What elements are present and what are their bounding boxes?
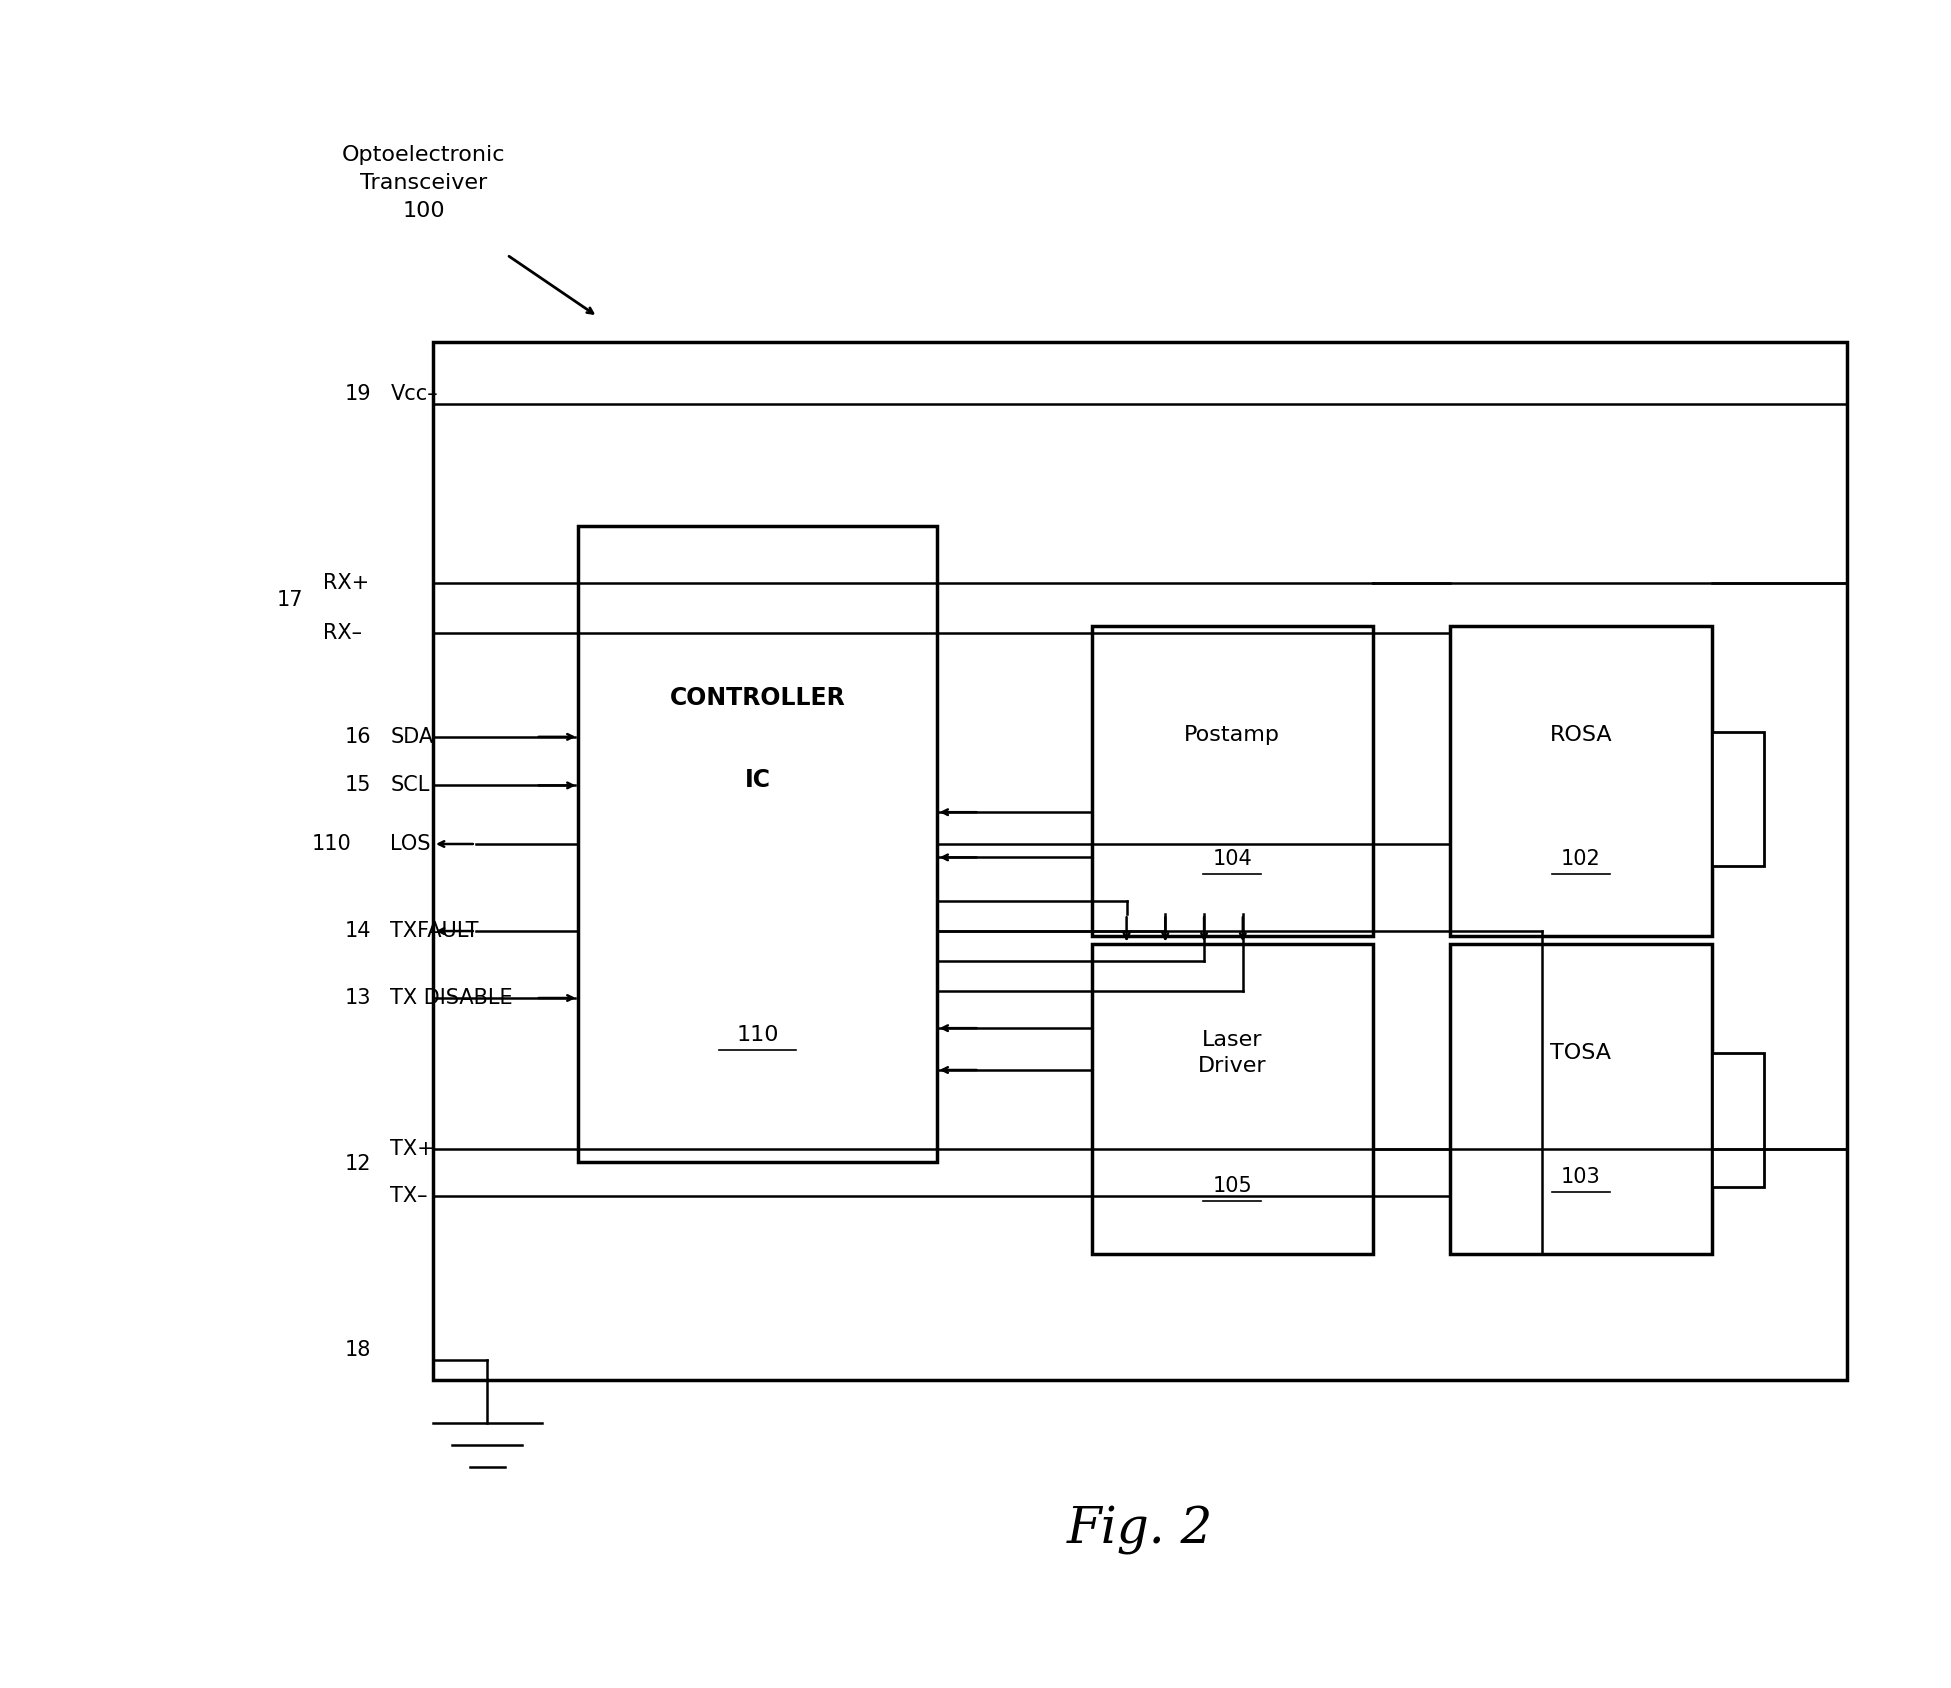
Bar	[1450, 626, 1711, 937]
Text: 17: 17	[277, 589, 302, 609]
Text: IC: IC	[745, 768, 771, 792]
Text: 13: 13	[345, 987, 371, 1008]
Bar	[1450, 945, 1711, 1254]
Text: TX–: TX–	[390, 1185, 427, 1205]
Text: Postamp: Postamp	[1184, 724, 1280, 744]
Bar	[1093, 626, 1374, 937]
Text: 102: 102	[1561, 849, 1600, 869]
Text: 103: 103	[1561, 1166, 1600, 1187]
Text: 18: 18	[345, 1340, 371, 1359]
Text: SDA: SDA	[390, 728, 433, 746]
Text: SCL: SCL	[390, 775, 429, 795]
Text: 12: 12	[345, 1155, 371, 1173]
Text: RX–: RX–	[322, 623, 361, 643]
Text: 19: 19	[345, 383, 371, 403]
Text: 105: 105	[1212, 1177, 1253, 1197]
Text: TX+: TX+	[390, 1139, 435, 1158]
Bar	[1711, 733, 1764, 866]
Text: 110: 110	[312, 834, 351, 854]
Text: Vcc–: Vcc–	[390, 383, 439, 403]
Text: 16: 16	[345, 728, 371, 746]
Bar	[577, 527, 936, 1161]
Text: 14: 14	[345, 922, 371, 940]
Bar	[433, 341, 1848, 1379]
Text: Optoelectronic
Transceiver
100: Optoelectronic Transceiver 100	[341, 145, 505, 221]
Text: TX DISABLE: TX DISABLE	[390, 987, 513, 1008]
Text: LOS: LOS	[390, 834, 431, 854]
Text: 110: 110	[736, 1025, 778, 1045]
Text: TOSA: TOSA	[1551, 1043, 1612, 1063]
Text: 104: 104	[1212, 849, 1253, 869]
Text: Fig. 2: Fig. 2	[1067, 1506, 1214, 1555]
Text: ROSA: ROSA	[1549, 724, 1612, 744]
Text: Laser
Driver: Laser Driver	[1198, 1030, 1266, 1075]
Text: TXFAULT: TXFAULT	[390, 922, 480, 940]
Bar	[1093, 945, 1374, 1254]
Text: 15: 15	[345, 775, 371, 795]
Bar	[1711, 1053, 1764, 1187]
Text: CONTROLLER: CONTROLLER	[669, 685, 845, 709]
Text: RX+: RX+	[322, 572, 369, 592]
